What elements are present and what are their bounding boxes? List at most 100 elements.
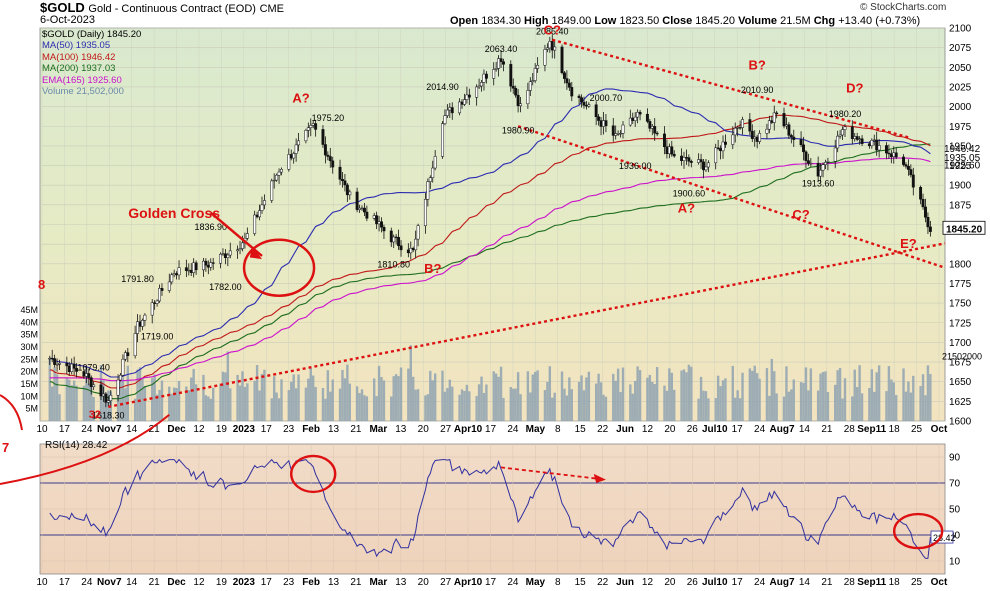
volume-bar (548, 366, 552, 421)
volume-bar (512, 388, 515, 421)
volume-tick-label: 15M (20, 379, 38, 389)
volume-bar (634, 380, 637, 421)
price-candle (824, 162, 827, 165)
rsi-x-tick-label: 24 (754, 577, 766, 588)
price-x-tick-label: 20 (664, 424, 676, 435)
volume-bar (424, 395, 427, 421)
volume-bar (72, 380, 76, 421)
volume-bar (204, 395, 208, 421)
price-candle (209, 262, 213, 268)
price-data-label: 1719.00 (141, 331, 174, 341)
price-candle (155, 300, 159, 304)
volume-bar (670, 372, 673, 421)
rsi-x-tick-label: 28 (844, 577, 856, 588)
volume-bar (824, 371, 827, 421)
price-candle (289, 154, 293, 159)
price-candle (443, 115, 447, 124)
volume-bar (690, 366, 693, 421)
price-candle (104, 393, 108, 403)
volume-bar (365, 396, 369, 421)
volume-bar (90, 386, 93, 421)
price-tick-label: 1700 (949, 338, 972, 349)
volume-bar (785, 366, 788, 421)
price-candle (331, 160, 335, 168)
volume-bar (241, 371, 244, 421)
rsi-x-tick-label: 15 (575, 577, 587, 588)
volume-bar (570, 389, 573, 421)
volume-bar (919, 386, 922, 421)
price-x-tick-label: 21 (821, 424, 833, 435)
price-x-tick-label: Apr10 (454, 424, 483, 435)
volume-bar (190, 377, 193, 421)
price-candle (616, 133, 620, 135)
volume-bar (70, 385, 73, 421)
legend-price: $GOLD (Daily) 1845.20 (42, 29, 142, 40)
rsi-x-tick-label: Feb (302, 577, 320, 588)
price-candle (533, 68, 537, 81)
price-x-tick-label: Sep11 (857, 424, 886, 435)
volume-bar (802, 382, 805, 421)
price-candle (809, 162, 813, 165)
price-candle (343, 180, 347, 186)
price-candle (245, 233, 249, 239)
price-tick-label: 2050 (949, 63, 972, 74)
price-candle (528, 81, 532, 91)
volume-bar (887, 366, 891, 421)
price-candle (482, 73, 486, 83)
price-candle (602, 120, 605, 127)
volume-bar (895, 395, 898, 421)
volume-bar (868, 387, 871, 421)
price-candle (872, 139, 876, 141)
volume-bar (929, 373, 932, 421)
price-candle (221, 253, 225, 255)
rsi-x-tick-label: May (526, 577, 546, 588)
price-candle (687, 157, 691, 162)
price-candle (855, 136, 859, 140)
volume-bar (646, 377, 649, 421)
volume-bar (409, 345, 412, 421)
volume-bar (263, 369, 266, 421)
price-x-tick-label: Dec (167, 424, 186, 435)
price-data-label: 1936.00 (619, 161, 652, 171)
rsi-x-tick-label: 8 (555, 577, 561, 588)
price-candle (565, 78, 569, 84)
price-candle (567, 82, 571, 88)
price-candle (494, 68, 498, 70)
rsi-x-tick-label: 14 (126, 577, 138, 588)
price-candle (699, 159, 703, 163)
price-candle (804, 151, 808, 161)
price-candle (682, 157, 686, 161)
rsi-x-tick-label: 27 (440, 577, 452, 588)
brand-text: © StockCharts.com (860, 2, 947, 13)
price-candle (399, 245, 403, 251)
price-candle (719, 148, 723, 152)
price-candle (458, 101, 462, 114)
volume-bar (836, 370, 839, 421)
volume-bar (551, 397, 554, 421)
price-candle (365, 211, 369, 219)
volume-bar (431, 380, 434, 421)
volume-bar (136, 369, 139, 421)
volume-bar (124, 388, 127, 421)
price-candle (223, 253, 227, 258)
wave-annotation: A? (292, 91, 309, 106)
volume-bar (499, 366, 503, 421)
volume-bar (412, 376, 415, 421)
volume-bar (597, 373, 600, 421)
price-candle (663, 133, 666, 148)
price-candle (904, 164, 908, 167)
volume-bar (758, 378, 761, 421)
rsi-x-tick-label: 20 (418, 577, 430, 588)
price-candle (736, 127, 740, 129)
wave-annotation: C? (544, 22, 561, 37)
price-candle (158, 288, 161, 302)
rsi-top-circle (290, 454, 337, 494)
volume-bar (407, 368, 410, 421)
price-candle (611, 125, 615, 136)
price-candle (253, 214, 257, 234)
volume-bar (277, 398, 281, 421)
support-trendline (108, 242, 946, 409)
volume-bar (587, 371, 591, 421)
price-candle (375, 215, 379, 225)
price-candle (519, 103, 523, 107)
